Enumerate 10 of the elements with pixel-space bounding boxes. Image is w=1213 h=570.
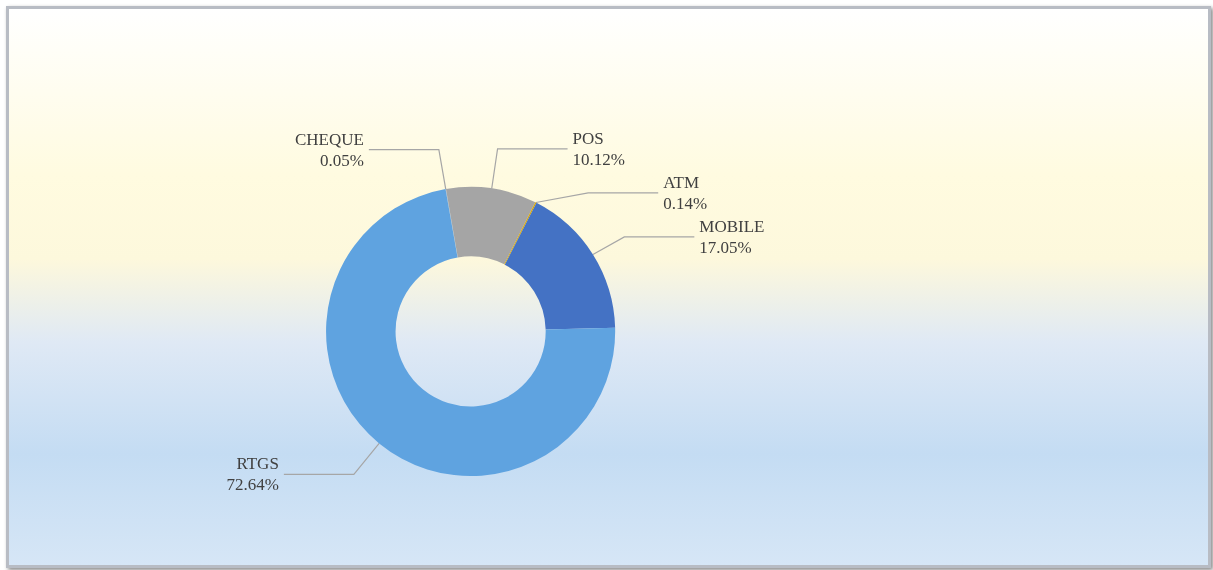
slice-label: MOBILE [699, 216, 765, 236]
slice-label: ATM [663, 172, 700, 192]
data-label: 17.05% [699, 237, 752, 257]
data-label: 10.12% [572, 149, 625, 169]
data-label: 0.05% [319, 150, 364, 170]
slice-label: POS [572, 128, 604, 148]
slice-label: CHEQUE [294, 129, 364, 149]
slice-label: RTGS [236, 454, 279, 474]
data-label: 72.64% [226, 475, 279, 495]
data-label: 0.14% [663, 193, 708, 213]
